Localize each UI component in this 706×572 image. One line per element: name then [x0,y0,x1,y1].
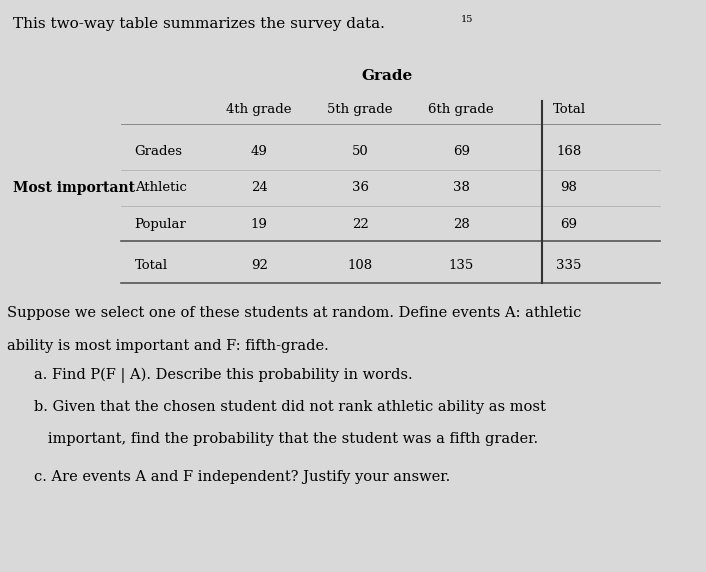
Text: Popular: Popular [135,218,186,231]
Text: 22: 22 [352,218,369,231]
Text: 36: 36 [352,181,369,194]
Text: Athletic: Athletic [135,181,186,194]
Text: 15: 15 [461,15,474,24]
Text: 69: 69 [561,218,578,231]
Text: 24: 24 [251,181,268,194]
Text: 50: 50 [352,145,369,158]
Text: a. Find P(F | A). Describe this probability in words.: a. Find P(F | A). Describe this probabil… [34,367,412,383]
Text: important, find the probability that the student was a fifth grader.: important, find the probability that the… [34,432,538,446]
Text: ability is most important and F: fifth-grade.: ability is most important and F: fifth-g… [7,339,328,352]
Text: Grades: Grades [135,145,183,158]
Text: 49: 49 [251,145,268,158]
Text: 5th grade: 5th grade [328,104,393,116]
Text: 335: 335 [556,260,582,272]
Text: 38: 38 [453,181,469,194]
Text: 168: 168 [556,145,582,158]
Text: Suppose we select one of these students at random. Define events A: athletic: Suppose we select one of these students … [7,306,581,320]
Text: 4th grade: 4th grade [227,104,292,116]
Text: c. Are events A and F independent? Justify your answer.: c. Are events A and F independent? Justi… [34,470,450,484]
Text: 69: 69 [453,145,469,158]
Text: 92: 92 [251,260,268,272]
Text: 98: 98 [561,181,578,194]
Text: 19: 19 [251,218,268,231]
Text: This two-way table summarizes the survey data.: This two-way table summarizes the survey… [13,17,385,31]
Text: 108: 108 [347,260,373,272]
Text: Grade: Grade [361,69,413,83]
Text: 28: 28 [453,218,469,231]
Text: Total: Total [552,104,585,116]
Text: b. Given that the chosen student did not rank athletic ability as most: b. Given that the chosen student did not… [34,400,546,414]
Text: 135: 135 [448,260,474,272]
Text: Most important: Most important [13,181,136,195]
Text: 6th grade: 6th grade [429,104,494,116]
Text: Total: Total [135,260,168,272]
